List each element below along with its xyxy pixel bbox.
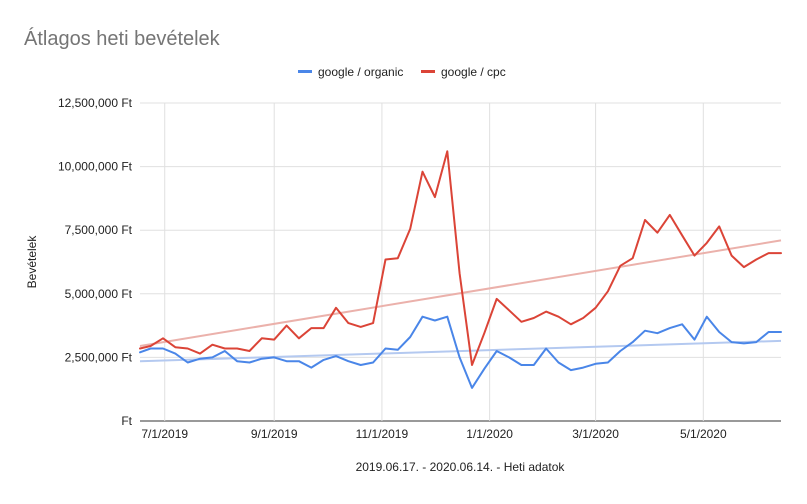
series-line-google-organic [139,315,782,389]
x-tick-label: 7/1/2019 [141,427,188,441]
y-axis: Ft 2,500,000 Ft 5,000,000 Ft 7,500,000 Ft 10… [58,96,133,428]
y-tick-label: 10,000,000 Ft [58,160,133,174]
y-tick-label: 12,500,000 Ft [58,96,133,110]
grid-lines [140,102,781,422]
x-axis: 7/1/2019 9/1/2019 11/1/2019 1/1/2020 3/1/202… [141,427,727,441]
legend-swatch [298,70,312,73]
x-tick-label: 5/1/2020 [680,427,727,441]
x-axis-label: 2019.06.17. - 2020.06.14. - Heti adatok [356,460,566,474]
x-tick-label: 3/1/2020 [572,427,619,441]
y-tick-label: 2,500,000 Ft [65,350,133,364]
legend-item[interactable]: google / organic [298,65,403,79]
y-tick-label: 5,000,000 Ft [65,287,133,301]
legend-label: google / cpc [441,65,506,79]
legend-item[interactable]: google / cpc [421,65,506,79]
x-tick-label: 9/1/2019 [251,427,298,441]
legend-label: google / organic [318,65,403,79]
x-tick-label: 1/1/2020 [466,427,513,441]
y-tick-label: Ft [121,414,132,428]
trendline-google-organic [139,339,782,363]
legend-swatch [421,70,435,73]
trendline-google-cpc [139,239,782,347]
series-lines [139,150,782,389]
y-tick-label: 7,500,000 Ft [65,223,133,237]
legend[interactable]: google / organic google / cpc [298,65,506,79]
series-line-google-cpc [139,150,782,366]
trend-lines [139,239,782,363]
x-tick-label: 11/1/2019 [356,427,409,441]
y-axis-label: Bevételek [25,235,39,289]
chart-title: Átlagos heti bevételek [24,27,221,50]
